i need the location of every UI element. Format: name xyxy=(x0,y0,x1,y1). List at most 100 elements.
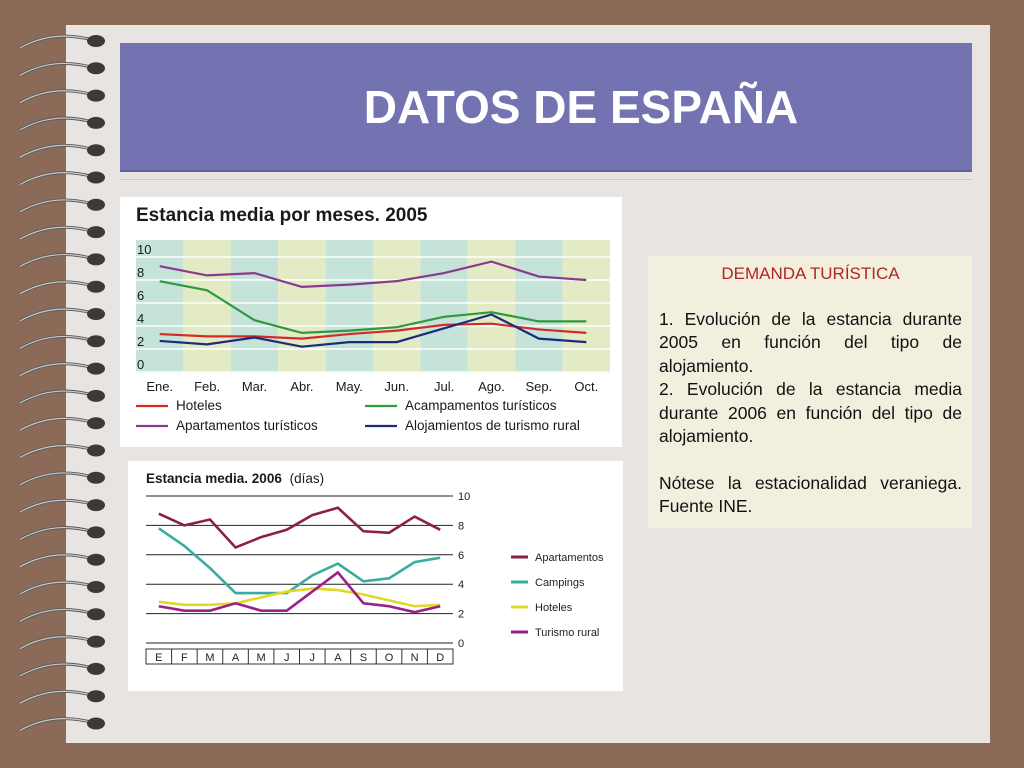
chart-2006-y-tick: 6 xyxy=(458,550,464,562)
chart-2005-y-tick: 2 xyxy=(137,334,144,349)
spiral-hole xyxy=(87,362,105,375)
chart-2006-legend-label: Apartamentos xyxy=(535,552,604,564)
chart-2005-series-line xyxy=(159,313,587,348)
spiral-hole xyxy=(87,116,105,129)
spiral-hole xyxy=(87,499,105,512)
spiral-hole xyxy=(87,308,105,320)
chart-2006-x-tick: J xyxy=(284,652,290,664)
chart-2006-x-tick: S xyxy=(360,652,367,664)
spiral-wire-highlight xyxy=(19,363,93,377)
slide-title: DATOS DE ESPAÑA xyxy=(363,80,799,133)
note-item-1: 1. Evolución de la estancia durante 2005… xyxy=(659,308,962,376)
spiral-wire-highlight xyxy=(19,144,93,158)
chart-2006-series-line xyxy=(158,506,441,549)
spiral-hole xyxy=(87,280,105,293)
chart-2006-series-line xyxy=(158,570,441,614)
chart-2006-y-tick: 8 xyxy=(458,520,464,532)
chart-2006-x-tick: O xyxy=(385,652,394,664)
spiral-hole xyxy=(87,717,105,730)
chart-2005-x-tick: May. xyxy=(336,379,363,394)
spiral-wire-highlight xyxy=(19,35,93,49)
spiral-wire-highlight xyxy=(19,663,93,677)
chart-2005-band xyxy=(325,240,373,373)
spiral-hole xyxy=(87,335,105,348)
chart-2006-x-tick: M xyxy=(205,652,214,664)
chart-2005-x-tick: Feb. xyxy=(194,379,220,394)
chart-2005-band xyxy=(183,240,231,373)
chart-2006-title: Estancia media. 2006 xyxy=(146,471,282,486)
chart-2006-title-group: Estancia media. 2006 (días) xyxy=(146,471,324,486)
chart-2006-x-tick: M xyxy=(257,652,266,664)
spiral-wire-highlight xyxy=(19,254,93,267)
spiral-hole xyxy=(87,253,105,266)
chart-2005-y-tick: 0 xyxy=(137,357,144,372)
chart-2005-legend-label: Hoteles xyxy=(176,398,222,413)
chart-2005-svg: 0 2 4 6 8 10 Ene. Feb. Mar. Abr. May. Jun. Jul. Ago. S… xyxy=(136,205,610,433)
spiral-hole xyxy=(87,690,105,703)
spiral-wire-highlight xyxy=(19,417,93,431)
chart-2005-legend-label: Apartamentos turísticos xyxy=(176,418,318,433)
chart-2005-y-tick: 6 xyxy=(137,288,144,303)
spiral-hole xyxy=(87,417,105,430)
spiral-hole xyxy=(87,389,105,402)
chart-2006-x-tick: A xyxy=(334,652,342,664)
chart-2006-series-line xyxy=(158,527,441,595)
spiral-hole xyxy=(87,662,105,675)
chart-2006-x-tick: D xyxy=(436,652,444,664)
spiral-wire-highlight xyxy=(19,62,93,76)
chart-2006-x-tick: E xyxy=(155,652,162,664)
spiral-hole xyxy=(87,35,105,47)
spiral-hole xyxy=(87,144,105,157)
chart-2006-subtitle: (días) xyxy=(290,471,325,486)
chart-2005-band xyxy=(467,240,516,373)
chart-2005-x-tick: Ago. xyxy=(478,379,505,394)
chart-2005-band xyxy=(136,240,184,373)
spiral-wire-highlight xyxy=(19,335,93,349)
spiral-hole xyxy=(87,581,105,593)
spiral-wire-highlight xyxy=(19,308,93,322)
chart-2005-title: Estancia media por meses. 2005 xyxy=(136,205,428,226)
chart-2006-x-tick: J xyxy=(310,652,316,664)
spiral-hole xyxy=(87,444,105,457)
chart-2006-y-tick: 4 xyxy=(458,579,464,591)
chart-2006-series-line xyxy=(158,587,441,608)
chart-2006-svg: Estancia media. 2006 (días) 0 2 4 6 8 10 E F M A M… xyxy=(145,471,604,665)
spiral-wire-highlight xyxy=(19,690,93,704)
spiral-wire-highlight xyxy=(19,226,93,240)
chart-2005-x-tick: Oct. xyxy=(574,379,598,394)
spiral-binding xyxy=(19,34,105,732)
chart-2005: 0 2 4 6 8 10 Ene. Feb. Mar. Abr. May. Jun. Jul. Ago. S… xyxy=(120,197,622,447)
spiral-hole xyxy=(87,171,105,184)
spiral-wire-highlight xyxy=(19,199,93,213)
chart-2005-series-line xyxy=(159,260,587,289)
chart-2006: Estancia media. 2006 (días) 0 2 4 6 8 10 E F M A M… xyxy=(128,461,623,691)
spiral-wire-highlight xyxy=(19,527,93,540)
spiral-hole xyxy=(87,526,105,539)
spiral-wire-highlight xyxy=(19,390,93,404)
spiral-hole xyxy=(87,226,105,239)
spiral-hole xyxy=(87,635,105,648)
spiral-hole xyxy=(87,553,105,566)
spiral-wire-highlight xyxy=(19,117,93,131)
note-box: DEMANDA TURÍSTICA 1. Evolución de la est… xyxy=(648,256,972,528)
chart-2005-x-tick: Abr. xyxy=(290,379,313,394)
spiral-hole xyxy=(87,198,105,211)
spiral-wire-highlight xyxy=(19,472,93,486)
spiral-wire-highlight xyxy=(19,554,93,568)
spiral-wire-highlight xyxy=(19,281,93,295)
spiral-wire-highlight xyxy=(19,499,93,513)
chart-2006-y-tick: 2 xyxy=(458,609,464,621)
chart-2006-x-tick: A xyxy=(232,652,240,664)
chart-2006-legend-label: Turismo rural xyxy=(535,627,599,639)
chart-2005-x-tick: Mar. xyxy=(242,379,267,394)
note-remark: Nótese la estacionalidad veraniega. Fuen… xyxy=(659,472,962,517)
chart-2005-series-line xyxy=(159,280,587,335)
chart-2006-legend-label: Campings xyxy=(535,577,585,589)
spiral-wire-highlight xyxy=(19,608,93,622)
chart-2005-legend-label: Acampamentos turísticos xyxy=(405,398,557,413)
chart-2005-band xyxy=(278,240,326,373)
chart-2005-x-tick: Jun. xyxy=(384,379,409,394)
spiral-wire-highlight xyxy=(19,718,93,732)
chart-2005-band xyxy=(230,240,279,373)
chart-2005-y-tick: 8 xyxy=(137,265,144,280)
